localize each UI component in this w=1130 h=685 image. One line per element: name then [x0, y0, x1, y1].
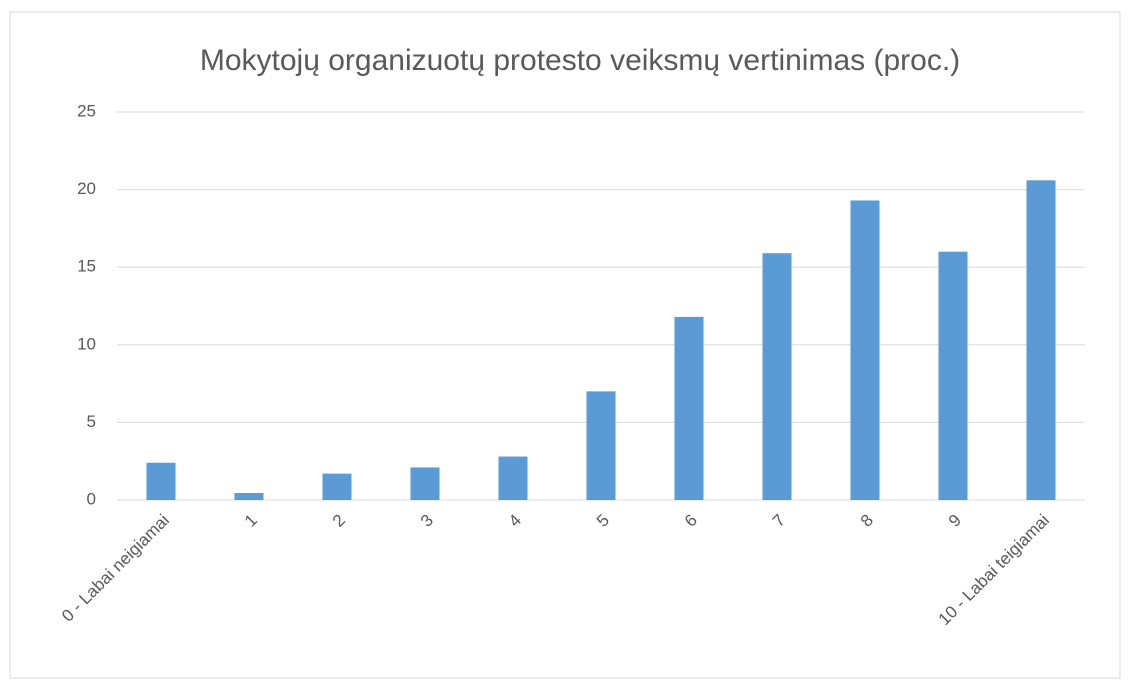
y-tick-label: 25	[77, 101, 96, 120]
bar	[938, 251, 968, 500]
bar	[146, 462, 176, 500]
y-tick-label: 5	[87, 412, 96, 431]
y-tick-label: 20	[77, 179, 96, 198]
bar	[410, 467, 440, 500]
y-tick-label: 10	[77, 334, 96, 353]
bar	[322, 473, 352, 500]
y-tick-label: 0	[87, 489, 96, 508]
bar	[234, 493, 264, 500]
bar	[1026, 180, 1056, 500]
chart-title: Mokytojų organizuotų protesto veiksmų ve…	[200, 44, 960, 77]
bar	[674, 316, 704, 500]
bar	[586, 391, 616, 500]
y-tick-label: 15	[77, 257, 96, 276]
bar	[850, 200, 880, 501]
bar	[762, 253, 792, 500]
bar	[498, 456, 528, 500]
